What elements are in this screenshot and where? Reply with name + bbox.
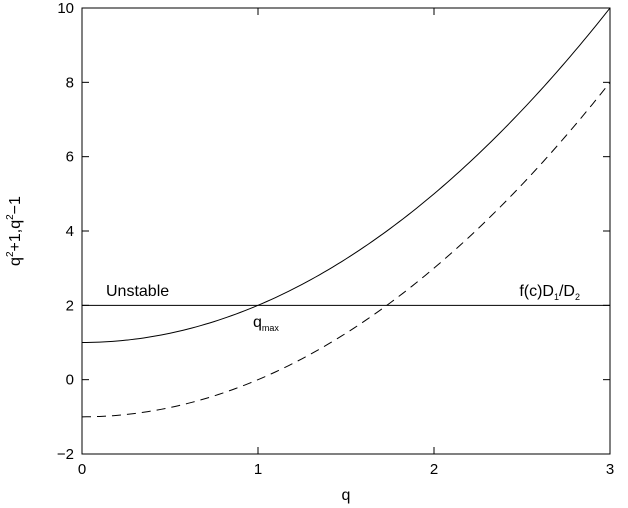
series-line-1	[81, 82, 611, 418]
y-tick-label-2: 2	[66, 297, 74, 314]
y-tick-label-4: 6	[66, 149, 74, 166]
plot-frame	[81, 7, 611, 455]
y-tick-label-6: 10	[57, 0, 74, 17]
y-tick-label-1: 0	[66, 372, 74, 389]
y-tick-label-0: −2	[57, 446, 74, 463]
y-tick-label-3: 4	[66, 223, 74, 240]
y-axis-label: q2+1,q2−1	[5, 196, 24, 266]
series-line-0	[81, 7, 611, 343]
x-axis-label: q	[342, 487, 351, 504]
x-tick-label-0: 0	[78, 461, 86, 478]
y-tick-label-5: 8	[66, 74, 74, 91]
annotation-threshold: f(c)D1/D2	[519, 283, 580, 302]
x-tick-label-2: 2	[430, 461, 438, 478]
x-tick-label-3: 3	[606, 461, 614, 478]
annotation-qmax: qmax	[253, 314, 279, 333]
x-tick-label-1: 1	[254, 461, 262, 478]
series-group	[81, 7, 611, 418]
annotation-unstable: Unstable	[106, 283, 169, 300]
